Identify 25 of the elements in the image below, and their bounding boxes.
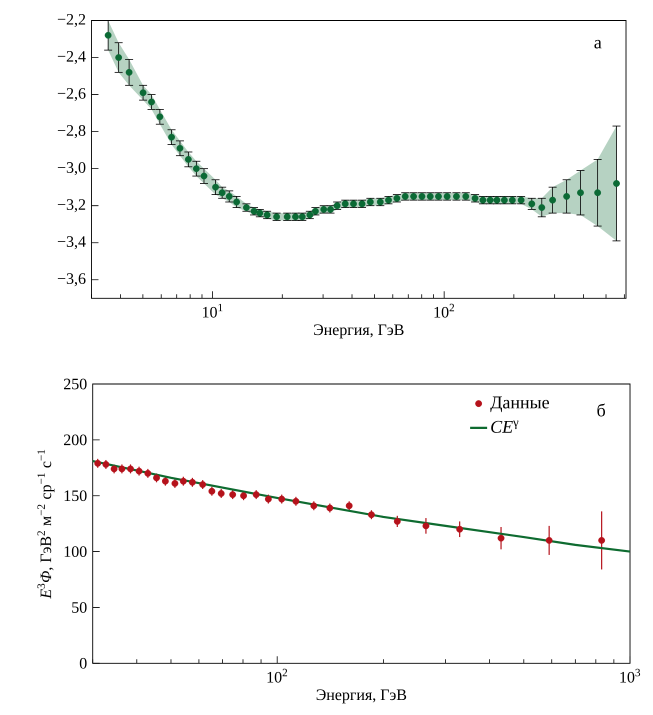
y-tick-label: −2,6 <box>58 88 86 102</box>
y-tick-label: −2,8 <box>58 125 86 138</box>
x-axis-title: Энергия, ГэВ <box>316 689 406 704</box>
y-tick-label: −2,4 <box>58 51 86 64</box>
y-tick-label: −3,4 <box>58 236 86 250</box>
x-tick-label: 10$^{2}$ <box>268 668 288 683</box>
annotation: б <box>597 403 606 416</box>
annotation: а <box>594 40 602 48</box>
y-tick-label: 250 <box>64 378 87 390</box>
y-tick-label: −3,0 <box>58 162 86 176</box>
y-tick-label: 0 <box>80 658 87 669</box>
legend-label: CE$^{γ}$ <box>491 420 518 433</box>
y-tick-label: −3,2 <box>58 199 86 212</box>
y-tick-label: 100 <box>64 546 87 557</box>
y-tick-label: 200 <box>64 434 87 446</box>
x-tick-label: 10$^{1}$ <box>202 304 222 318</box>
x-axis-title: Энергия, ГэВ <box>314 324 404 338</box>
text: E$^{3}$Φ, ГэВ$^{2}$ м$^{−2}$ ср$^{−1}$ с$^{−1}$ <box>37 450 54 599</box>
y-tick-label: 50 <box>72 602 87 613</box>
x-tick-label: 10$^{3}$ <box>620 668 640 683</box>
y-tick-label: −3,6 <box>58 273 86 286</box>
y-tick-label: 150 <box>64 490 87 502</box>
x-tick-label: 10$^{2}$ <box>434 304 454 318</box>
y-tick-label: −2,2 <box>58 14 86 27</box>
legend-label: Данные <box>490 396 549 412</box>
